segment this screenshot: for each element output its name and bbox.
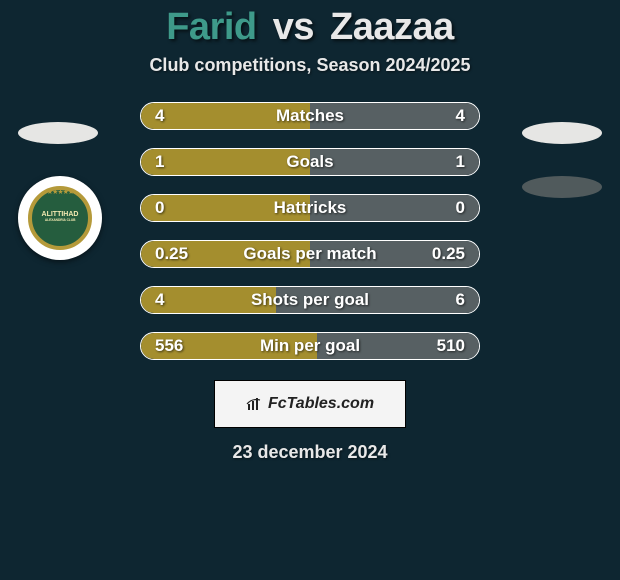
stat-bar-value-right: 4 (456, 106, 465, 126)
stat-bar-label: Min per goal (260, 336, 360, 356)
stat-bars: Matches 4 4 Goals 1 1 Hattricks 0 0 Goals per mat… (140, 102, 480, 360)
stat-bar: Hattricks 0 0 (140, 194, 480, 222)
stat-bar-value-left: 0 (155, 198, 164, 218)
stat-bar-label: Matches (276, 106, 344, 126)
stat-bar-seg-right (310, 149, 479, 175)
decor-ellipse-right-1 (522, 122, 602, 144)
club-badge-text: ALITTIHAD ALEXANDRIA CLUB (41, 211, 79, 222)
stat-bar-label: Goals per match (243, 244, 376, 264)
date: 23 december 2024 (0, 442, 620, 463)
stat-bar-value-right: 0 (456, 198, 465, 218)
club-badge-inner: ALITTIHAD ALEXANDRIA CLUB (28, 186, 92, 250)
stat-bar-label: Goals (286, 152, 333, 172)
stat-bar-value-left: 4 (155, 290, 164, 310)
stat-bar: Goals 1 1 (140, 148, 480, 176)
stat-bar: Shots per goal 4 6 (140, 286, 480, 314)
fctables-icon (246, 396, 262, 412)
fctables-text: FcTables.com (268, 395, 374, 413)
stat-bar-value-left: 4 (155, 106, 164, 126)
stat-bar-label: Shots per goal (251, 290, 369, 310)
decor-ellipse-right-2 (522, 176, 602, 198)
stat-bar-value-right: 0.25 (432, 244, 465, 264)
stat-bar-value-right: 1 (456, 152, 465, 172)
stat-bar-value-left: 556 (155, 336, 183, 356)
player2-name: Zaazaa (330, 6, 454, 48)
stat-bar: Min per goal 556 510 (140, 332, 480, 360)
vs-label: vs (273, 6, 314, 48)
stat-bar-value-right: 6 (456, 290, 465, 310)
player1-name: Farid (166, 6, 256, 48)
page-title: Farid vs Zaazaa (0, 0, 620, 49)
subtitle: Club competitions, Season 2024/2025 (0, 55, 620, 76)
decor-ellipse-left-1 (18, 122, 98, 144)
stat-bar-value-left: 1 (155, 152, 164, 172)
stat-bar: Matches 4 4 (140, 102, 480, 130)
stat-bar-label: Hattricks (274, 198, 347, 218)
stat-bar: Goals per match 0.25 0.25 (140, 240, 480, 268)
fctables-link[interactable]: FcTables.com (214, 380, 406, 428)
stat-bar-value-right: 510 (437, 336, 465, 356)
club-badge: ALITTIHAD ALEXANDRIA CLUB (18, 176, 102, 260)
stat-bar-seg-left (141, 149, 310, 175)
stat-bar-value-left: 0.25 (155, 244, 188, 264)
